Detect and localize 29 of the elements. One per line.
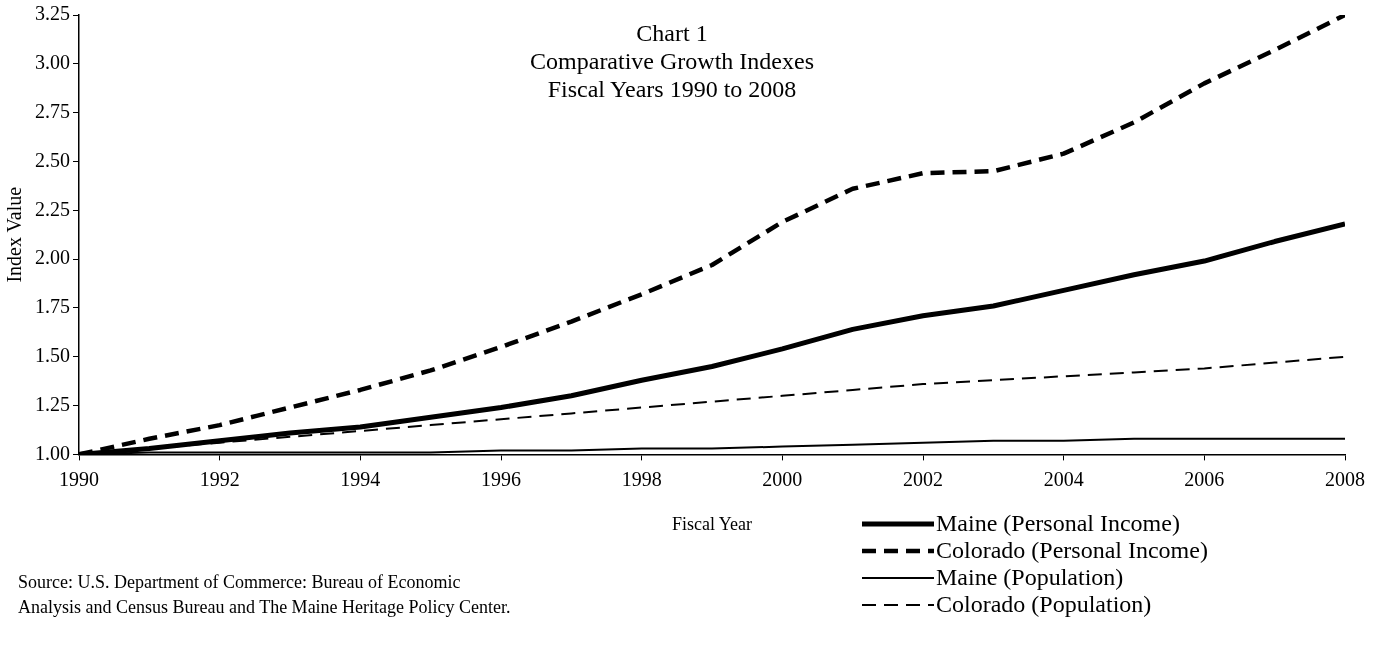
- y-tick-label: 1.75: [35, 295, 70, 318]
- text: Comparative Growth Indexes Fiscal Years 1990 to 2008: [530, 48, 814, 103]
- y-tick-label: 2.00: [35, 246, 70, 269]
- x-tick-label: 2000: [762, 467, 803, 490]
- legend-label: Maine (Personal Income): [936, 510, 1180, 537]
- x-tick-label: 1996: [481, 467, 521, 490]
- source-note: Source: U.S. Department of Commerce: Bureau of Economic Analysis and Census Bureau and The Maine Heritage Policy Center.: [18, 571, 512, 619]
- y-axis-title: Index Value: [3, 186, 26, 283]
- x-tick-label: 1990: [59, 467, 99, 490]
- x-tick-label: 2004: [1043, 467, 1084, 490]
- y-tick-label: 3.25: [35, 2, 70, 25]
- y-tick-label: 1.50: [35, 344, 70, 367]
- legend-label: Colorado (Population): [936, 591, 1152, 618]
- y-tick-label: 2.25: [35, 197, 70, 220]
- y-tick-label: 2.50: [35, 148, 70, 171]
- x-tick-label: 2006: [1184, 467, 1225, 490]
- chart-title: Chart 1: [636, 20, 708, 47]
- y-tick-label: 1.25: [35, 392, 70, 415]
- y-tick-label: 3.00: [35, 51, 70, 74]
- y-tick-label: 1.00: [35, 441, 70, 464]
- x-tick-label: 2008: [1325, 467, 1365, 490]
- x-axis-title: Fiscal Year: [672, 513, 752, 534]
- legend-label: Maine (Population): [936, 564, 1124, 591]
- x-tick-label: 1994: [340, 467, 381, 490]
- legend-label: Colorado (Personal Income): [936, 537, 1208, 564]
- x-tick-label: 1998: [621, 467, 662, 490]
- x-tick-label: 2002: [903, 467, 943, 490]
- x-tick-label: 1992: [199, 467, 240, 490]
- y-tick-label: 2.75: [35, 99, 70, 122]
